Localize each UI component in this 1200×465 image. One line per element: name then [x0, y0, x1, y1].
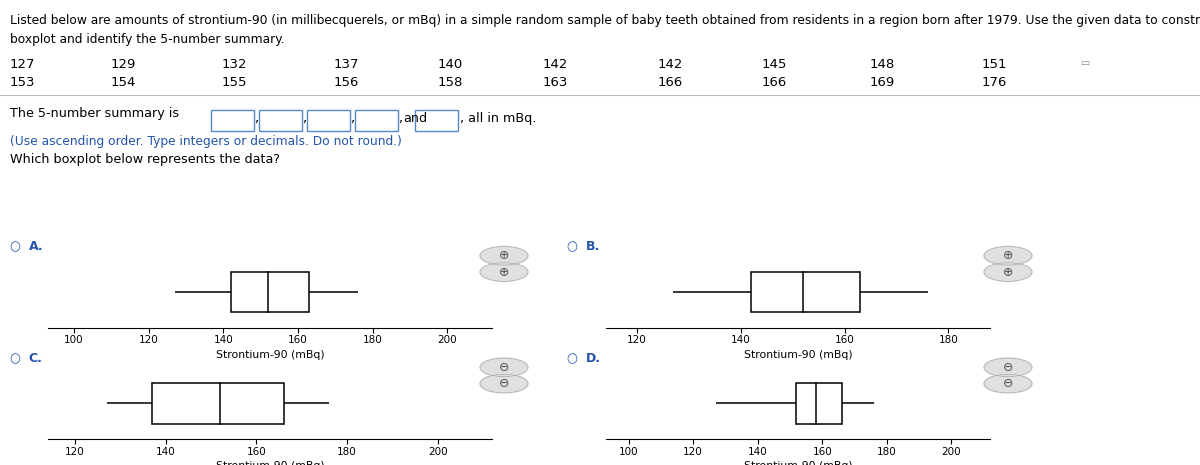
Text: ,: , — [350, 112, 354, 125]
Text: ○: ○ — [566, 352, 577, 365]
Text: ⊖: ⊖ — [1003, 361, 1013, 374]
Text: 169: 169 — [870, 76, 895, 89]
Text: 129: 129 — [110, 58, 136, 71]
Text: 156: 156 — [334, 76, 359, 89]
X-axis label: Strontium-90 (mBq): Strontium-90 (mBq) — [744, 461, 852, 465]
Text: 158: 158 — [438, 76, 463, 89]
Text: B.: B. — [586, 240, 600, 253]
Bar — [230, 272, 310, 312]
Text: ,: , — [302, 112, 306, 125]
Text: 155: 155 — [222, 76, 247, 89]
Text: ⊕: ⊕ — [499, 249, 509, 262]
X-axis label: Strontium-90 (mBq): Strontium-90 (mBq) — [744, 350, 852, 359]
Text: ⊖: ⊖ — [1003, 377, 1013, 390]
Text: ,: , — [398, 112, 402, 125]
Text: 145: 145 — [762, 58, 787, 71]
Text: 153: 153 — [10, 76, 35, 89]
Text: 163: 163 — [542, 76, 568, 89]
Text: ⊖: ⊖ — [499, 377, 509, 390]
Text: ⊕: ⊕ — [499, 266, 509, 279]
Text: ○: ○ — [10, 240, 20, 253]
Bar — [797, 383, 841, 424]
Text: ,: , — [254, 112, 258, 125]
Text: and: and — [403, 112, 427, 125]
Text: 176: 176 — [982, 76, 1007, 89]
X-axis label: Strontium-90 (mBq): Strontium-90 (mBq) — [216, 461, 324, 465]
Text: 154: 154 — [110, 76, 136, 89]
Text: 137: 137 — [334, 58, 359, 71]
Text: ○: ○ — [566, 240, 577, 253]
Text: 127: 127 — [10, 58, 35, 71]
Text: boxplot and identify the 5-number summary.: boxplot and identify the 5-number summar… — [10, 33, 284, 46]
Text: 148: 148 — [870, 58, 895, 71]
Text: 132: 132 — [222, 58, 247, 71]
Text: (Use ascending order. Type integers or decimals. Do not round.): (Use ascending order. Type integers or d… — [10, 135, 402, 148]
Text: C.: C. — [29, 352, 43, 365]
Text: 142: 142 — [542, 58, 568, 71]
Text: 142: 142 — [658, 58, 683, 71]
Text: ▭: ▭ — [1080, 58, 1090, 68]
Text: ○: ○ — [10, 352, 20, 365]
Text: 151: 151 — [982, 58, 1007, 71]
Text: ⊕: ⊕ — [1003, 249, 1013, 262]
Text: 166: 166 — [762, 76, 787, 89]
Text: D.: D. — [586, 352, 601, 365]
Bar — [751, 272, 860, 312]
Text: Which boxplot below represents the data?: Which boxplot below represents the data? — [10, 153, 280, 166]
Text: ⊖: ⊖ — [499, 361, 509, 374]
Text: The 5-number summary is: The 5-number summary is — [10, 107, 179, 120]
Text: Listed below are amounts of strontium-90 (in millibecquerels, or mBq) in a simpl: Listed below are amounts of strontium-90… — [10, 14, 1200, 27]
Text: , all in mBq.: , all in mBq. — [460, 112, 536, 125]
Text: A.: A. — [29, 240, 43, 253]
X-axis label: Strontium-90 (mBq): Strontium-90 (mBq) — [216, 350, 324, 359]
Text: 140: 140 — [438, 58, 463, 71]
Text: 166: 166 — [658, 76, 683, 89]
Text: ⊕: ⊕ — [1003, 266, 1013, 279]
Bar — [152, 383, 283, 424]
